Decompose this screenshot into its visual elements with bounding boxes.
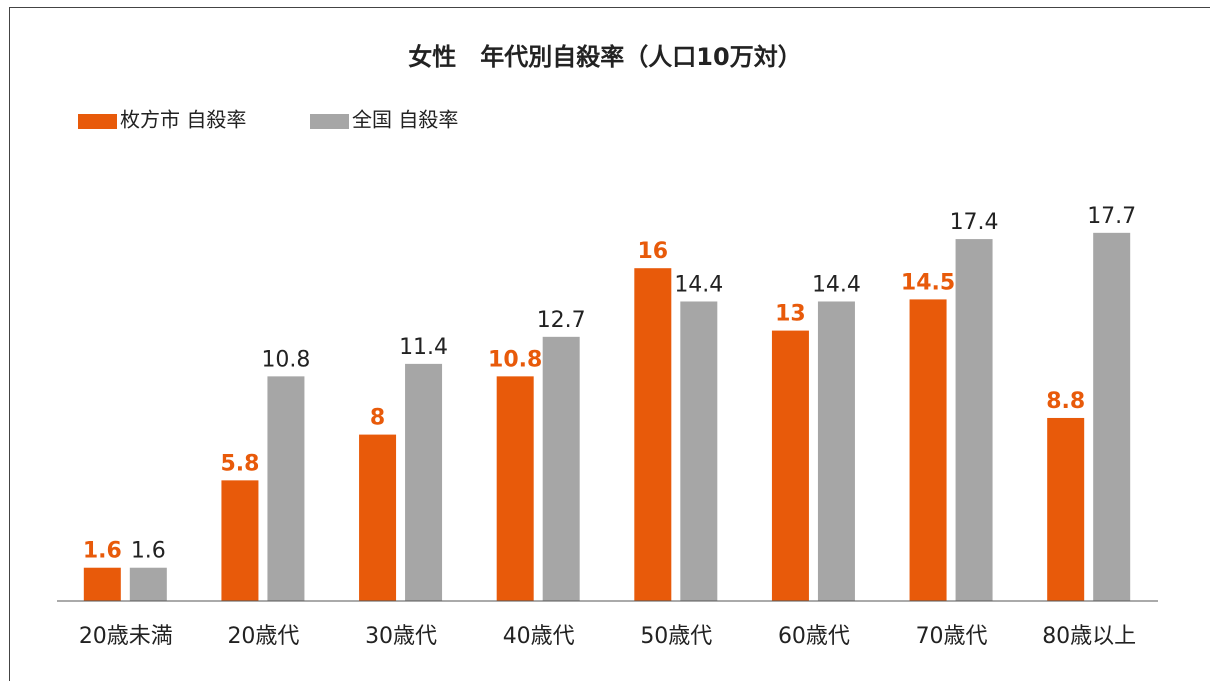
data-label: 14.4: [674, 272, 723, 297]
x-tick-label: 20歳代: [227, 624, 299, 649]
bar: [1047, 417, 1085, 601]
bar: [129, 567, 167, 601]
bar: [359, 434, 397, 601]
x-tick-label: 60歳代: [778, 624, 850, 649]
legend-label: 全国 自殺率: [352, 108, 458, 132]
data-label: 1.6: [83, 539, 122, 564]
legend-swatch: [310, 114, 349, 129]
x-tick-label: 80歳以上: [1042, 624, 1136, 649]
data-label: 11.4: [399, 335, 448, 360]
data-label: 14.4: [812, 272, 861, 297]
legend-label: 枚方市 自殺率: [120, 108, 246, 132]
bar: [634, 268, 672, 601]
bar: [909, 299, 947, 601]
bar: [817, 301, 855, 601]
data-label: 16: [638, 239, 669, 264]
legend-swatch: [78, 114, 117, 129]
data-label: 17.7: [1087, 204, 1136, 229]
data-label: 12.7: [537, 308, 586, 333]
frame: [9, 7, 1210, 681]
bar: [1093, 232, 1131, 601]
x-tick-label: 70歳代: [916, 624, 988, 649]
bar: [955, 239, 993, 601]
data-label: 14.5: [901, 270, 955, 295]
data-label: 1.6: [131, 539, 166, 564]
bar: [680, 301, 718, 601]
x-tick-label: 30歳代: [365, 624, 437, 649]
data-label: 13: [775, 302, 806, 327]
bar: [405, 363, 443, 601]
data-label: 10.8: [488, 347, 542, 372]
x-tick-label: 20歳未満: [79, 624, 173, 649]
data-label: 10.8: [261, 347, 310, 372]
x-tick-label: 50歳代: [640, 624, 712, 649]
data-label: 8: [370, 406, 385, 431]
bar: [771, 330, 809, 601]
bar: [267, 376, 305, 601]
x-tick-label: 40歳代: [503, 624, 575, 649]
data-label: 17.4: [950, 210, 999, 235]
data-label: 8.8: [1046, 389, 1085, 414]
bar: [221, 480, 259, 601]
bar: [542, 336, 580, 601]
bar: [496, 376, 534, 601]
bar: [83, 567, 121, 601]
chart-title: 女性 年代別自殺率（人口10万対）: [408, 43, 801, 71]
data-label: 5.8: [220, 451, 259, 476]
